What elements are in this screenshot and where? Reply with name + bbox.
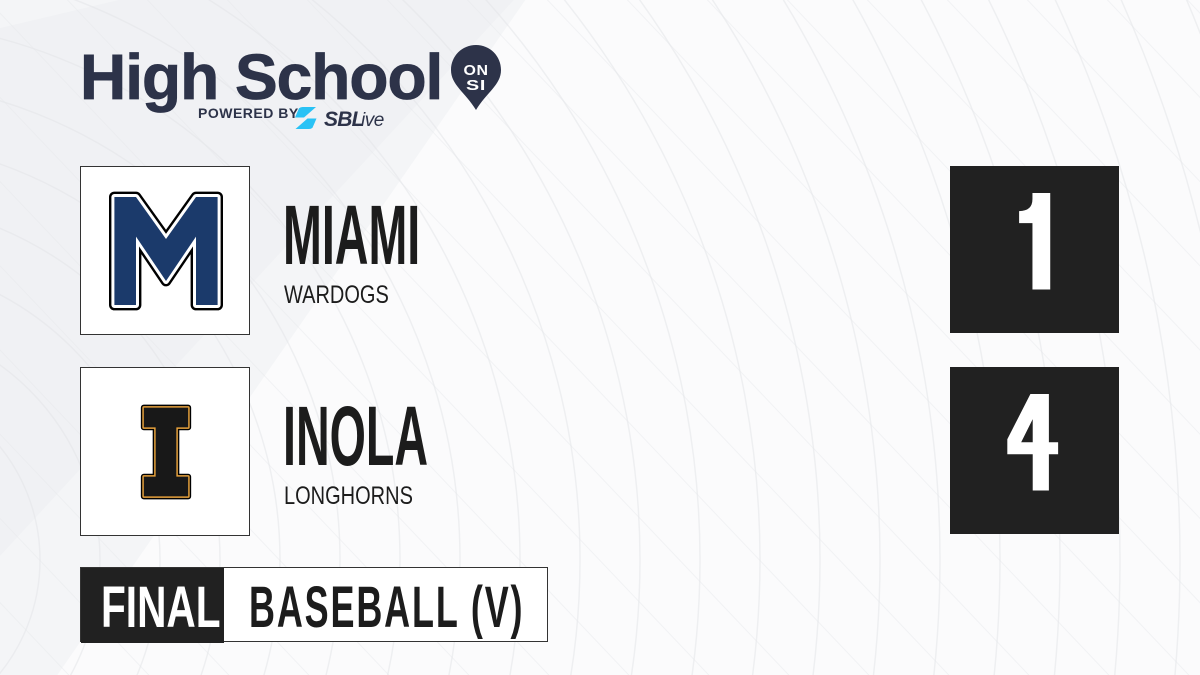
svg-text:ON: ON <box>464 63 489 79</box>
svg-text:SI: SI <box>466 78 486 94</box>
svg-text:ive: ive <box>361 110 384 131</box>
svg-text:SBL: SBL <box>324 108 364 131</box>
